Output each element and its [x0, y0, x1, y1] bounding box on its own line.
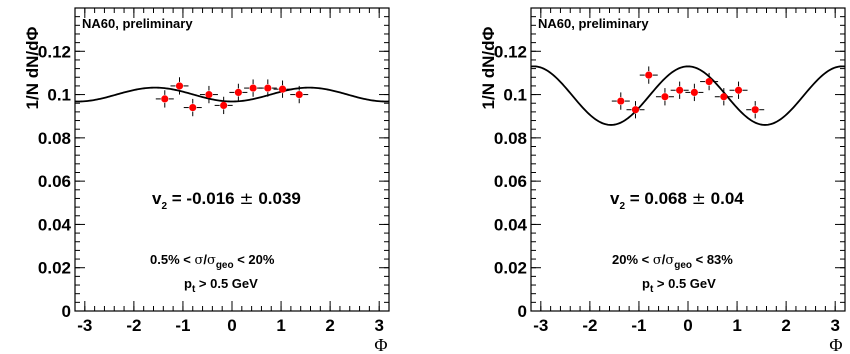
data-point	[234, 88, 242, 97]
data-point	[645, 71, 653, 79]
y-axis-label: 1/N dN/dΦ	[479, 27, 498, 110]
data-point	[720, 93, 728, 101]
data-point	[175, 82, 184, 90]
fit-curve	[530, 65, 846, 126]
x-tick-label: 2	[781, 316, 790, 335]
y-tick-label: 0	[518, 302, 527, 321]
y-tick-label: 0.12	[38, 42, 71, 61]
data-point	[690, 88, 698, 97]
data-point	[617, 97, 625, 105]
data-point	[751, 106, 759, 114]
x-tick-label: 0	[227, 316, 236, 335]
data-point	[661, 93, 669, 101]
y-tick-label: 0.06	[38, 172, 71, 191]
fit-curve	[74, 86, 390, 103]
centrality-cut: 20% < σ/σgeo < 83%	[612, 252, 733, 271]
centrality-cut: 0.5% < σ/σgeo < 20%	[150, 252, 275, 271]
data-point	[631, 106, 640, 114]
data-point	[705, 77, 713, 86]
x-tick-label: -1	[175, 316, 190, 335]
x-tick-label: 2	[325, 316, 334, 335]
y-tick-label: 0.12	[494, 42, 527, 61]
data-points	[155, 77, 309, 117]
y-tick-label: 0.04	[494, 215, 528, 234]
experiment-label: NA60, preliminary	[538, 16, 649, 31]
data-point	[161, 95, 169, 103]
data-point	[249, 84, 257, 92]
data-point	[278, 85, 287, 93]
y-tick-labels: 0 0.02 0.04 0.06 0.08 0.1 0.12	[494, 42, 528, 321]
y-tick-label: 0.06	[494, 172, 527, 191]
v2-result: v2 = -0.016 ± 0.039	[152, 189, 301, 212]
y-tick-label: 0	[62, 302, 71, 321]
panel-right: 0 0.02 0.04 0.06 0.08 0.1 0.12 -3 -2 -1 0 1 2 3 NA60…	[479, 7, 846, 354]
x-axis-label: Φ	[374, 335, 387, 354]
y-tick-label: 0.08	[494, 129, 527, 148]
x-tick-label: -3	[533, 316, 548, 335]
y-tick-label: 0.1	[47, 86, 71, 105]
x-tick-label: 0	[683, 316, 692, 335]
x-axis-label: Φ	[829, 335, 842, 354]
y-tick-label: 0.02	[38, 259, 71, 278]
data-point	[676, 86, 684, 94]
pt-cut: pt > 0.5 GeV	[184, 276, 258, 295]
x-tick-label: -2	[126, 316, 141, 335]
experiment-label: NA60, preliminary	[82, 16, 193, 31]
y-tick-label: 0.1	[503, 86, 527, 105]
x-tick-label: 1	[276, 316, 285, 335]
x-tick-label: -2	[582, 316, 597, 335]
y-tick-label: 0.08	[38, 129, 71, 148]
data-point	[205, 90, 213, 99]
y-axis-label: 1/N dN/dΦ	[23, 27, 42, 110]
x-tick-labels: -3 -2 -1 0 1 2 3	[533, 316, 840, 335]
data-point	[295, 90, 303, 99]
panel-left: 0 0.02 0.04 0.06 0.08 0.1 0.12 -3 -2 -1 0 1 2 3 NA60…	[23, 7, 390, 354]
data-point	[264, 84, 272, 92]
tick-marks	[74, 7, 390, 312]
data-point	[220, 101, 228, 109]
y-tick-labels: 0 0.02 0.04 0.06 0.08 0.1 0.12	[38, 42, 72, 321]
x-tick-label: 1	[732, 316, 741, 335]
data-points	[611, 66, 765, 119]
x-tick-label: -3	[77, 316, 92, 335]
y-tick-label: 0.04	[38, 215, 72, 234]
x-tick-label: -1	[631, 316, 646, 335]
x-tick-label: 3	[830, 316, 839, 335]
data-point	[189, 103, 197, 112]
x-tick-label: 3	[374, 316, 383, 335]
data-point	[734, 86, 743, 94]
v2-result: v2 = 0.068 ± 0.04	[610, 189, 744, 212]
pt-cut: pt > 0.5 GeV	[642, 276, 716, 295]
y-tick-label: 0.02	[494, 259, 527, 278]
tick-marks	[530, 7, 846, 312]
x-tick-labels: -3 -2 -1 0 1 2 3	[77, 316, 384, 335]
